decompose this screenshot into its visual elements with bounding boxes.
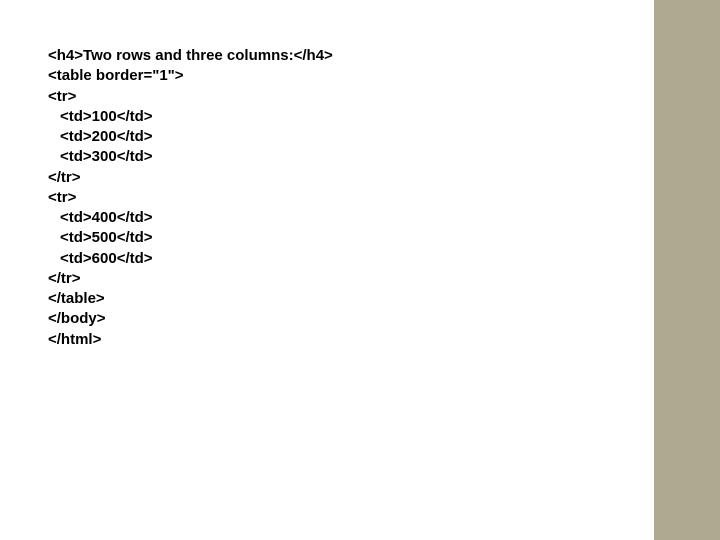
code-line: </body> — [48, 309, 333, 329]
code-line: <td>400</td> — [48, 208, 333, 228]
code-line: <h4>Two rows and three columns:</h4> — [48, 46, 333, 66]
code-line: </tr> — [48, 269, 333, 289]
sidebar-accent — [654, 0, 720, 540]
code-line: </tr> — [48, 168, 333, 188]
code-line: <tr> — [48, 87, 333, 107]
code-line: <td>300</td> — [48, 147, 333, 167]
code-line: <table border="1"> — [48, 66, 333, 86]
code-line: <td>200</td> — [48, 127, 333, 147]
code-line: <td>100</td> — [48, 107, 333, 127]
code-line: </table> — [48, 289, 333, 309]
code-line: <tr> — [48, 188, 333, 208]
code-line: <td>600</td> — [48, 249, 333, 269]
code-line: <td>500</td> — [48, 228, 333, 248]
code-block: <h4>Two rows and three columns:</h4> <ta… — [48, 46, 333, 350]
code-line: </html> — [48, 330, 333, 350]
